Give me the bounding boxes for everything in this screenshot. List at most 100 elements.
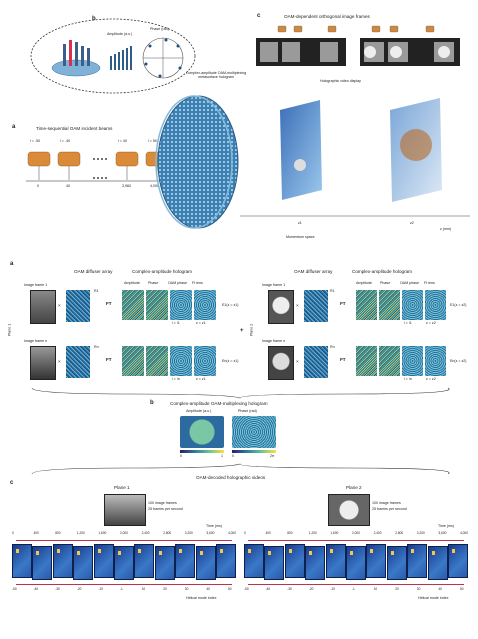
r1-label: R1 [94, 289, 99, 293]
momentum-caption: Momentum space [286, 235, 315, 239]
diffuser-r1 [66, 290, 90, 322]
mode-tick-r-1: -40 [265, 587, 271, 591]
phase-colorbar [232, 450, 276, 453]
time-tick-r-0: 0 [244, 531, 246, 535]
film-strips [256, 25, 460, 66]
time-ticks-left: 0 400 800 1,200 1,600 2,000 2,400 2,800 3,200 3,6… [12, 531, 236, 538]
decoded-title: OAM-decoded holographic videos [196, 475, 266, 480]
col-head-phase-1: Phase [148, 281, 159, 285]
figure-1: b Amplitude (a.u.) Phase (rad) Complex-a… [0, 0, 478, 248]
panel-2c-label: c [10, 480, 14, 486]
video-caption: Holographic video display [320, 79, 361, 83]
decoded-frame-l-5 [114, 546, 134, 580]
brace-c [31, 463, 450, 475]
times-op-1b: × [296, 303, 299, 308]
mode-ticks-right: -50 -40 -30 -20 -10 -1 10 20 30 40 50 [244, 587, 464, 594]
time-tick-r-6: 2,400 [373, 531, 382, 535]
decoded-frame-l-marker-10 [220, 549, 223, 553]
frames-info-2b: 25 frames per second [372, 507, 407, 511]
decoded-frame-l-2 [52, 544, 73, 578]
decoded-frame-l-marker-4 [97, 549, 101, 553]
mode-tick-l-10: 50 [228, 587, 232, 591]
plane1-side-label: Plane 1 [7, 323, 12, 336]
holo-amp-nb [356, 346, 377, 376]
plane2-title: Plane 2 [346, 485, 362, 490]
mode-tick-l-5: -1 [120, 587, 123, 591]
decoded-frame-r-marker-8 [411, 549, 415, 553]
diffuser-array-title-1: OAM diffuser array [74, 269, 113, 274]
e1-label: E1(z = z1) [222, 303, 239, 307]
time-tick-l-6: 2,400 [141, 531, 150, 535]
ball-frame-1 [268, 290, 294, 324]
time-tick-r-1: 400 [265, 531, 271, 535]
mode-tick-r-2: -30 [287, 587, 292, 591]
times-op-n: × [58, 359, 61, 364]
decoded-frame-r-marker-3 [309, 551, 313, 555]
beams-title: Time-sequential OAM incident beams [36, 126, 113, 131]
decoded-frame-r-1 [264, 546, 285, 580]
time-label-right: Time (ms) [438, 524, 455, 528]
en-label: En(z = z1) [222, 359, 239, 363]
time-label-left: Time (ms) [206, 524, 223, 528]
holo-oam-nb [402, 346, 423, 376]
decoded-frame-l-6 [134, 544, 155, 578]
time-arrow-left [16, 540, 232, 541]
panel-b-label: b [92, 16, 96, 22]
multi-phase-map [232, 416, 276, 448]
ball-frame-n [268, 346, 294, 380]
diffuser-array-title-2: OAM diffuser array [294, 269, 333, 274]
amp-colorbar [180, 450, 224, 453]
phase-axis-label: Phase (rad) [150, 27, 169, 31]
diffuser-rnb [304, 346, 328, 378]
beam-l-minus-40: l = -40 [60, 139, 71, 143]
decoded-frame-l-marker-1 [36, 551, 40, 555]
decoded-frame-l-marker-3 [77, 551, 81, 555]
decoded-frame-r-6 [366, 544, 387, 578]
holo-amp-1b [356, 290, 377, 320]
decoded-frames-right [244, 544, 472, 580]
mode-tick-l-8: 30 [184, 587, 189, 591]
mode-tick-r-3: -20 [308, 587, 314, 591]
decoded-frame-l-7 [154, 546, 175, 580]
image-frame-1-label-b: Image frame 1 [262, 283, 286, 287]
z-axis-label: z (mm) [440, 227, 452, 231]
amplitude-axis-label: Amplitude (a.u.) [107, 32, 133, 36]
time-tick-3960: 3,960 [122, 184, 131, 188]
time-tick-l-4: 1,600 [98, 531, 107, 535]
z1-label: z1 [298, 221, 302, 225]
holo-phase-n [146, 346, 168, 376]
decoded-frame-r-3 [305, 546, 326, 580]
frames-info-2a: 25 frames per second [148, 507, 183, 511]
time-tick-r-4: 1,600 [330, 531, 339, 535]
holo-amp-1 [122, 290, 144, 320]
time-tick-0: 0 [37, 184, 39, 188]
time-tick-r-2: 800 [287, 531, 293, 535]
image-frame-n-label-b: Image frame n [262, 339, 286, 343]
z-eq-z2-b: z = z2 [426, 321, 436, 325]
mode-tick-l-4: -10 [98, 587, 103, 591]
decoded-frame-l-10 [216, 544, 236, 578]
time-tick-r-7: 2,800 [395, 531, 404, 535]
holo-oam-1b [402, 290, 423, 320]
holo-amp-n [122, 346, 144, 376]
mode-tick-r-10: 50 [460, 587, 464, 591]
times-op-1: × [58, 303, 61, 308]
plane1-title: Plane 1 [114, 485, 130, 490]
decoded-frame-r-10 [448, 544, 468, 578]
time-ticks-right: 0 400 800 1,200 1,600 2,000 2,400 2,800 3,200 3,6… [244, 531, 468, 538]
image-frame-n-label-a: Image frame n [24, 339, 48, 343]
decoded-frame-l-4 [93, 544, 114, 578]
decoded-frame-r-7 [386, 546, 407, 580]
col-head-oam-1: OAM phase [168, 281, 187, 285]
decoded-frame-r-5 [346, 546, 366, 580]
decoded-frame-l-8 [175, 544, 196, 578]
holo-ftlens-1b [425, 290, 446, 320]
mode-label-right: Helical mode index [418, 596, 449, 600]
decoded-frame-r-marker-10 [452, 549, 455, 553]
time-tick-l-1: 400 [33, 531, 39, 535]
mode-tick-l-6: 10 [141, 587, 146, 591]
mode-tick-r-0: -50 [244, 587, 249, 591]
decoded-frame-r-marker-9 [431, 551, 435, 555]
time-tick-r-3: 1,200 [308, 531, 317, 535]
mode-tick-l-9: 40 [206, 587, 210, 591]
